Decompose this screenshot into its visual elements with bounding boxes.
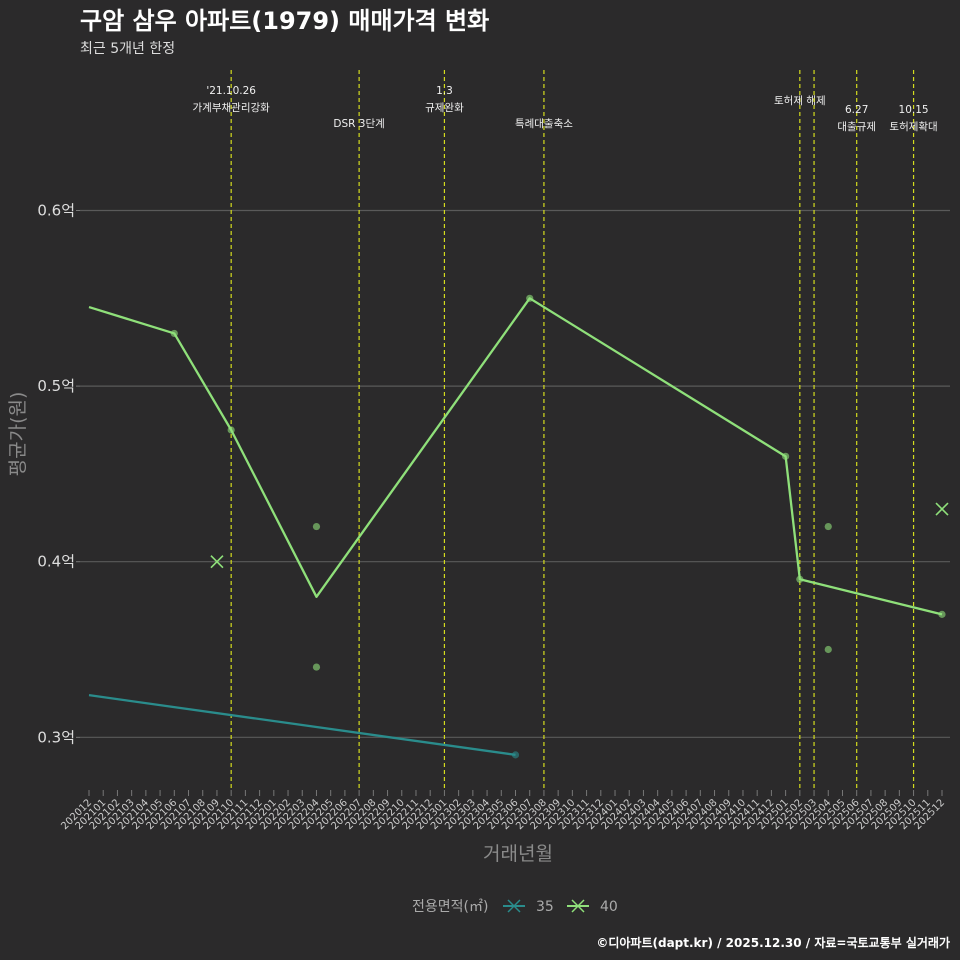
chart-subtitle: 최근 5개년 한정: [80, 41, 175, 57]
grid-lines: [80, 209, 950, 738]
data-point: [312, 522, 321, 531]
x-axis: 2020122021012021022021032021042021052021…: [59, 790, 947, 832]
series-line-40: [88, 297, 943, 616]
data-point: [312, 663, 321, 671]
chart-title: 구암 삼우 아파트(1979) 매매가격 변화: [80, 7, 489, 35]
x-marker-stroke: [210, 555, 224, 569]
data-series: [88, 294, 949, 759]
caption: ©디아파트(dapt.kr) / 2025.12.30 / 자료=국토교통부 실…: [596, 935, 950, 950]
legend-item-35: 35: [503, 899, 554, 915]
event-label: 규제완화: [425, 101, 464, 114]
event-label: 토허제확대: [889, 120, 937, 133]
event-label: 토허제 해제: [774, 94, 826, 107]
data-point: [824, 522, 832, 531]
series-line-35: [88, 694, 516, 757]
legend-swatch-x: [507, 899, 521, 913]
data-point: [227, 426, 235, 434]
y-tick-label: 0.5억: [37, 377, 75, 395]
y-axis: 0.3억 0.4억 0.5억 0.6억: [37, 201, 80, 746]
x-marker: [935, 502, 949, 516]
y-axis-label: 평균가(원): [7, 392, 29, 477]
legend-title: 전용면적(㎡): [412, 899, 488, 915]
legend-label: 40: [600, 899, 618, 915]
event-label: 가계부채관리강화: [193, 102, 271, 114]
data-point: [782, 452, 790, 460]
x-marker-stroke: [935, 502, 949, 516]
y-tick-label: 0.4억: [37, 553, 75, 571]
x-marker: [210, 555, 224, 569]
legend-swatch-x: [571, 899, 585, 913]
data-point: [824, 645, 832, 654]
y-tick-label: 0.6억: [37, 201, 75, 219]
data-point: [796, 575, 804, 583]
event-label: 대출규제: [837, 121, 876, 133]
y-tick-label: 0.3억: [37, 728, 75, 746]
event-label: DSR 3단계: [333, 118, 384, 130]
event-label: '21.10.26: [206, 85, 256, 97]
data-point: [938, 610, 946, 618]
event-label: 6.27: [845, 104, 868, 116]
event-label: 1.3: [436, 85, 453, 97]
legend-item-40: 40: [567, 899, 618, 915]
event-label: 10.15: [899, 104, 929, 116]
data-point: [526, 294, 534, 302]
data-point: [170, 329, 178, 338]
legend-label: 35: [536, 899, 554, 915]
legend: 전용면적(㎡) 35 40: [412, 899, 618, 915]
event-label: 특례대출축소: [515, 118, 573, 130]
data-point: [511, 751, 520, 759]
x-axis-label: 거래년월: [483, 843, 553, 865]
